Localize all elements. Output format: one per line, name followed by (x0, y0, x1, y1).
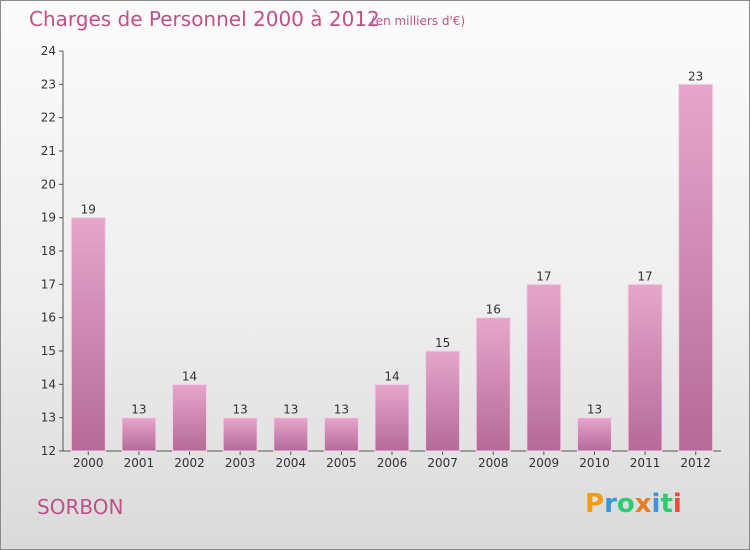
x-tick-label: 2007 (427, 456, 458, 470)
bar-value-label: 17 (637, 269, 652, 283)
bar (576, 417, 612, 452)
x-tick-label: 2008 (478, 456, 509, 470)
x-tick-label: 2003 (225, 456, 256, 470)
x-tick-label: 2002 (174, 456, 205, 470)
y-tick-label: 16 (41, 311, 56, 325)
bar (526, 283, 562, 452)
logo-letter: t (660, 489, 673, 519)
proxiti-logo[interactable]: Proxiti (585, 489, 682, 519)
logo-letter: o (616, 489, 635, 519)
logo-letter: x (634, 489, 652, 519)
y-tick-label: 20 (41, 177, 56, 191)
x-tick-label: 2010 (579, 456, 610, 470)
bar (273, 417, 309, 452)
y-tick-label: 14 (41, 377, 56, 391)
bar-value-label: 13 (283, 403, 298, 417)
y-tick-label: 23 (41, 77, 56, 91)
bar-value-label: 23 (688, 69, 703, 83)
x-tick-label: 2011 (630, 456, 661, 470)
bar (425, 350, 461, 452)
bar (323, 417, 359, 452)
bar (172, 383, 208, 452)
bar-value-label: 13 (587, 403, 602, 417)
y-tick-label: 22 (41, 111, 56, 125)
chart-title: Charges de Personnel 2000 à 2012 (29, 7, 380, 31)
y-tick-label: 13 (41, 411, 56, 425)
x-tick-label: 2001 (124, 456, 155, 470)
y-tick-label: 19 (41, 211, 56, 225)
y-tick-label: 24 (41, 44, 56, 58)
logo-letter: P (585, 489, 605, 519)
bar (70, 217, 106, 452)
chart-subtitle: (en milliers d'€) (371, 14, 466, 28)
bar (121, 417, 157, 452)
logo-letter: i (651, 489, 661, 519)
bar-value-label: 17 (536, 269, 551, 283)
bar-value-label: 14 (182, 369, 197, 383)
logo-letter: i (672, 489, 682, 519)
y-tick-label: 21 (41, 144, 56, 158)
place-name: SORBON (37, 495, 124, 519)
x-tick-label: 2000 (73, 456, 104, 470)
bar (678, 83, 714, 452)
bar-value-label: 19 (81, 203, 96, 217)
bar (627, 283, 663, 452)
bar-value-label: 13 (233, 403, 248, 417)
y-tick-label: 17 (41, 277, 56, 291)
y-tick-label: 12 (41, 444, 56, 458)
y-tick-label: 15 (41, 344, 56, 358)
bar (374, 383, 410, 452)
bar (222, 417, 258, 452)
x-tick-label: 2005 (326, 456, 357, 470)
x-tick-label: 2012 (680, 456, 711, 470)
bar-value-label: 16 (486, 303, 501, 317)
bar-value-label: 14 (384, 369, 399, 383)
x-tick-label: 2006 (377, 456, 408, 470)
x-tick-label: 2004 (275, 456, 306, 470)
bar-value-label: 15 (435, 336, 450, 350)
x-tick-label: 2009 (529, 456, 560, 470)
bar-value-label: 13 (334, 403, 349, 417)
y-tick-label: 18 (41, 244, 56, 258)
logo-letter: r (604, 489, 617, 519)
bar-value-label: 13 (131, 403, 146, 417)
bar (475, 317, 511, 452)
